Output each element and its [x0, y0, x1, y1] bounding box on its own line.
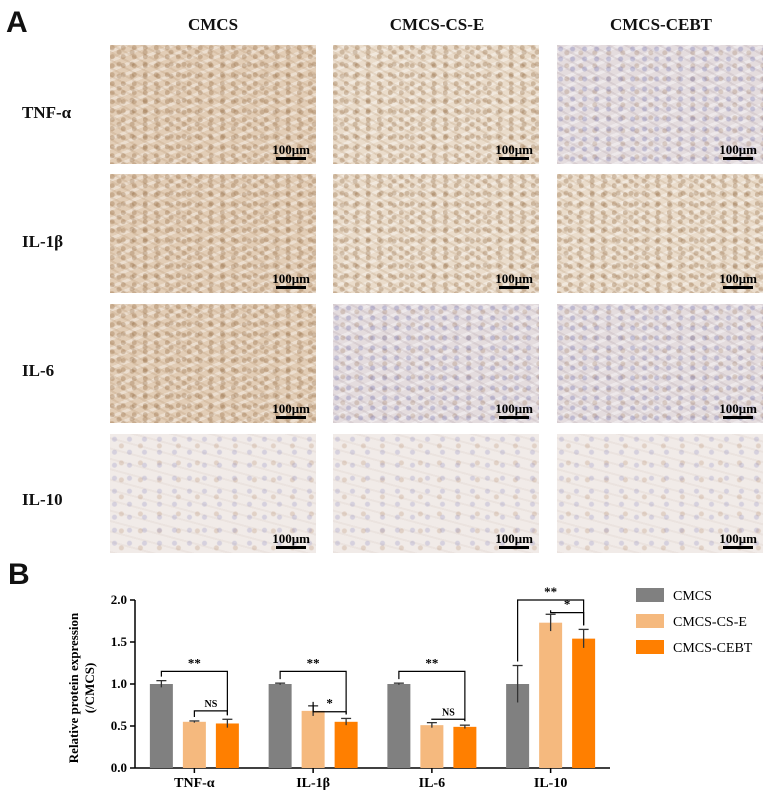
y-axis-label-line-1: Relative protein expression — [66, 612, 81, 763]
micrograph-il-10-cmcs-cebt: 100μm — [557, 434, 763, 553]
column-header-cmcs: CMCS — [187, 15, 239, 34]
column-header-cmcs-cebt: CMCS-CEBT — [609, 15, 712, 34]
micrograph-tnf-alpha-cmcs-cebt: 100μm — [557, 45, 763, 164]
row-header-il-10: IL-10 — [22, 490, 63, 509]
scale-bar: 100μm — [719, 402, 757, 419]
significance-bracket — [431, 718, 466, 722]
scale-bar: 100μm — [719, 272, 757, 289]
bar — [215, 723, 239, 768]
significance-label: * — [326, 696, 333, 711]
bar — [334, 721, 358, 768]
row-header-tnf-alpha: TNF-α — [22, 103, 72, 122]
significance-bracket — [312, 701, 347, 715]
bar — [539, 622, 563, 768]
x-tick-label: TNF-α — [174, 776, 215, 791]
significance-bracket — [398, 670, 466, 722]
significance-label: ** — [544, 584, 557, 599]
micrograph-il-6-cmcs-cebt: 100μm — [557, 304, 763, 423]
y-tick-label: 0.5 — [111, 718, 128, 733]
micrograph-il-10-cmcs: 100μm — [110, 434, 316, 553]
significance-label: ** — [425, 655, 438, 670]
legend-label: CMCS-CEBT — [673, 641, 753, 656]
scale-bar: 100μm — [272, 532, 310, 549]
x-tick-label: IL-10 — [534, 776, 567, 791]
significance-bracket — [160, 670, 228, 716]
significance-bracket — [279, 670, 347, 715]
bar — [182, 721, 206, 768]
micrograph-tnf-alpha-cmcs-cs-e: 100μm — [333, 45, 539, 164]
scale-bar: 100μm — [495, 272, 533, 289]
significance-label: NS — [204, 699, 217, 710]
micrograph-il-1beta-cmcs: 100μm — [110, 174, 316, 293]
micrograph-il-1beta-cmcs-cebt: 100μm — [557, 174, 763, 293]
bar — [301, 710, 325, 768]
panel-a-label: A — [6, 6, 28, 39]
x-tick-label: IL-6 — [419, 776, 445, 791]
scale-bar: 100μm — [719, 143, 757, 160]
y-tick-label: 1.5 — [111, 634, 128, 649]
micrograph-il-1beta-cmcs-cs-e: 100μm — [333, 174, 539, 293]
micrograph-il-6-cmcs: 100μm — [110, 304, 316, 423]
legend-label: CMCS-CS-E — [673, 615, 747, 630]
significance-bracket — [550, 610, 585, 626]
scale-bar: 100μm — [495, 402, 533, 419]
column-header-cmcs-cs-e: CMCS-CS-E — [389, 15, 485, 34]
scale-bar: 100μm — [719, 532, 757, 549]
legend-swatch — [636, 588, 664, 602]
scale-bar: 100μm — [272, 402, 310, 419]
micrograph-tnf-alpha-cmcs: 100μm — [110, 45, 316, 164]
row-header-il-6: IL-6 — [22, 361, 55, 380]
y-tick-label: 0.0 — [111, 760, 127, 775]
y-tick-label: 2.0 — [111, 592, 127, 607]
significance-label: ** — [307, 655, 320, 670]
scale-bar: 100μm — [495, 532, 533, 549]
scale-bar: 100μm — [272, 143, 310, 160]
bar — [506, 684, 530, 768]
x-tick-label: IL-1β — [296, 776, 330, 791]
bar — [420, 725, 444, 768]
significance-bracket — [193, 710, 228, 717]
y-tick-label: 1.0 — [111, 676, 127, 691]
legend-swatch — [636, 614, 664, 628]
y-axis-label-line-2: (/CMCS) — [82, 663, 97, 714]
bar — [268, 684, 292, 768]
legend-swatch — [636, 640, 664, 654]
bar — [387, 684, 411, 768]
significance-label: NS — [442, 707, 455, 718]
bar — [453, 726, 477, 768]
bar — [572, 638, 596, 768]
scale-bar: 100μm — [272, 272, 310, 289]
micrograph-il-10-cmcs-cs-e: 100μm — [333, 434, 539, 553]
scale-bar: 100μm — [495, 143, 533, 160]
significance-label: ** — [188, 655, 201, 670]
panel-b-label: B — [8, 558, 30, 591]
row-header-il-1beta: IL-1β — [22, 232, 64, 251]
bar — [149, 684, 173, 768]
significance-label: * — [564, 597, 571, 612]
legend-label: CMCS — [673, 589, 712, 604]
micrograph-il-6-cmcs-cs-e: 100μm — [333, 304, 539, 423]
y-axis-label: Relative protein expression (/CMCS) — [66, 612, 97, 763]
